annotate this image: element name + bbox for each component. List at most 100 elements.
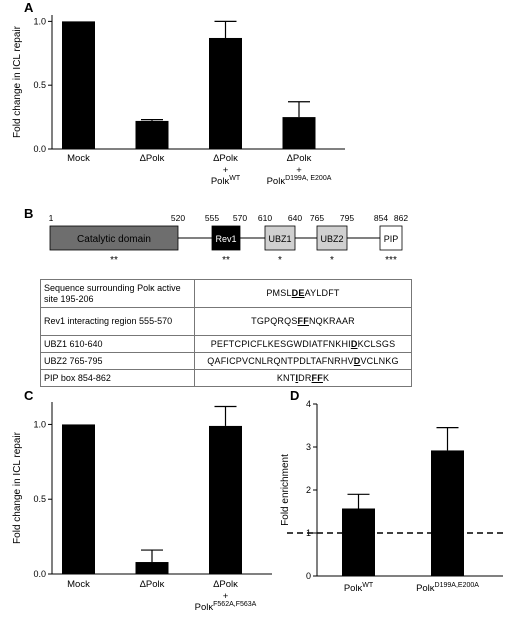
category-label: PolκD199A,E200A (416, 582, 479, 594)
chart-c-icl-repair: 0.0 0.5 1.0 Fold change in ICL repair Mock ΔP… (12, 402, 272, 613)
seq-post: K (322, 372, 330, 383)
bar (282, 117, 316, 149)
y-tick-label: 0.0 (33, 144, 46, 154)
sequence-row-label: UBZ1 610-640 (40, 335, 195, 353)
domain-catalytic-start: 1 (49, 213, 54, 223)
sequence-row-sequence: PEFTCPICFLKESGWDIATFNKHIDKCLSGS (194, 335, 412, 353)
sequence-row-label: UBZ2 765-795 (40, 352, 195, 370)
seq-mutated-residues: FF (297, 316, 309, 326)
y-axis-label: Fold change in ICL repair (12, 431, 23, 544)
y-tick-label: 1.0 (33, 16, 46, 26)
y-tick-label: 3 (306, 442, 311, 452)
domain-pip-label: PIP (384, 234, 399, 244)
seq-pre: PMSL (266, 288, 292, 298)
sequence-row-sequence: QAFICPVCNLRQNTPDLTAFNRHVDVCLNKG (194, 352, 412, 370)
y-tick-label: 0.0 (33, 569, 46, 579)
y-tick-label: 1.0 (33, 419, 46, 429)
chart-a-icl-repair: 0.0 0.5 1.0 Fold change in ICL repair Mock ΔP… (12, 15, 345, 187)
sequence-row-pip: PIP box 854-862 KNTIDRFFK (40, 369, 412, 387)
domain-catalytic-box (49, 225, 179, 251)
bar (209, 425, 242, 574)
y-tick-label: 0.5 (33, 80, 46, 90)
category-label-line: PolκWT (211, 175, 241, 187)
category-label: ΔPolκ (213, 579, 238, 590)
domain-pip-box (379, 225, 403, 251)
domain-ubz2-label: UBZ2 (320, 234, 343, 244)
bar (62, 21, 95, 150)
seq-mutated-residues: D (353, 355, 361, 366)
domain-catalytic-label: Catalytic domain (77, 234, 151, 245)
sequence-row-label: Rev1 interacting region 555-570 (40, 307, 195, 336)
seq-pre: TGPQRQS (251, 316, 298, 326)
panel-label-b: B (24, 206, 33, 221)
bar (62, 424, 95, 574)
domain-rev1-stars: ** (222, 255, 230, 266)
domain-ubz2-start: 765 (310, 213, 324, 223)
y-tick-label: 4 (306, 399, 311, 409)
seq-post: NQKRAAR (308, 316, 355, 326)
category-label-line: PolκF562A,F563A (195, 601, 257, 613)
seq-pre: QAFICPVCNLRQNTPDLTAFNRHV (207, 355, 354, 366)
category-label-line: + (296, 165, 302, 176)
domain-pip-start: 854 (374, 213, 388, 223)
category-label: Mock (67, 579, 90, 590)
seq-mutated-residues: D (350, 338, 358, 349)
bar (135, 562, 169, 574)
y-tick-label: 0.5 (33, 494, 46, 504)
bar (342, 508, 375, 576)
category-label: ΔPolκ (287, 153, 312, 164)
polk-domain-map: Catalytic domain 1 520 ** Rev1 555 570 *… (49, 213, 409, 266)
domain-ubz1-box (264, 225, 296, 251)
seq-mid: DR (298, 372, 312, 383)
y-axis-label: Fold change in ICL repair (12, 25, 23, 138)
panel-label-d: D (290, 388, 299, 403)
sequence-row-sequence: PMSLDEAYLDFT (194, 279, 412, 308)
domain-pip-stars: *** (385, 255, 397, 266)
domain-ubz1-start: 610 (258, 213, 272, 223)
seq-pre: PEFTCPICFLKESGWDIATFNKHI (210, 338, 351, 349)
domain-rev1-start: 555 (205, 213, 219, 223)
bar (431, 450, 464, 576)
seq-post: VCLNKG (360, 355, 399, 366)
domain-ubz2-stars: * (330, 255, 334, 266)
seq-post: AYLDFT (304, 288, 340, 298)
sequence-row-label: Sequence surrounding Polκ active site 19… (40, 279, 195, 308)
sequence-row-sequence: KNTIDRFFK (194, 369, 412, 387)
sequence-row-ubz2: UBZ2 765-795 QAFICPVCNLRQNTPDLTAFNRHVDVC… (40, 352, 412, 370)
sequence-row-ubz1: UBZ1 610-640 PEFTCPICFLKESGWDIATFNKHIDKC… (40, 335, 412, 353)
category-label-line: PolκD199A, E200A (267, 175, 332, 187)
domain-rev1-end: 570 (233, 213, 247, 223)
panel-label-a: A (24, 0, 34, 15)
domain-catalytic-end: 520 (171, 213, 185, 223)
chart-d-fold-enrichment: 01234Fold enrichmentPolκWTPolκD199A,E200… (280, 399, 505, 594)
category-label-line: + (223, 591, 229, 602)
panel-label-c: C (24, 388, 34, 403)
domain-rev1-box (211, 225, 241, 251)
y-tick-label: 2 (306, 485, 311, 495)
domain-pip-end: 862 (394, 213, 408, 223)
domain-rev1-label: Rev1 (215, 234, 236, 244)
category-label-line: + (223, 165, 229, 176)
domain-ubz2-box (316, 225, 348, 251)
domain-ubz1-stars: * (278, 255, 282, 266)
category-label: PolκWT (344, 582, 374, 594)
sequence-row-label: PIP box 854-862 (40, 369, 195, 387)
sequence-row-rev1: Rev1 interacting region 555-570 TGPQRQSF… (40, 307, 412, 336)
category-label: ΔPolκ (213, 153, 238, 164)
y-axis-label: Fold enrichment (280, 454, 291, 526)
seq-mutated-residues-2: FF (311, 372, 323, 383)
sequence-row-sequence: TGPQRQSFFNQKRAAR (194, 307, 412, 336)
domain-ubz1-end: 640 (288, 213, 302, 223)
seq-post: KCLSGS (357, 338, 396, 349)
category-label: Mock (67, 153, 90, 164)
y-tick-label: 0 (306, 571, 311, 581)
bar (135, 120, 169, 149)
category-label: ΔPolκ (140, 579, 165, 590)
sequence-table: Sequence surrounding Polκ active site 19… (40, 279, 412, 387)
seq-pre: KNT (276, 372, 296, 383)
sequence-row-active-site: Sequence surrounding Polκ active site 19… (40, 279, 412, 308)
seq-mutated-residues: DE (291, 288, 305, 298)
domain-ubz1-label: UBZ1 (268, 234, 291, 244)
seq-mutated-residues: I (295, 372, 299, 383)
